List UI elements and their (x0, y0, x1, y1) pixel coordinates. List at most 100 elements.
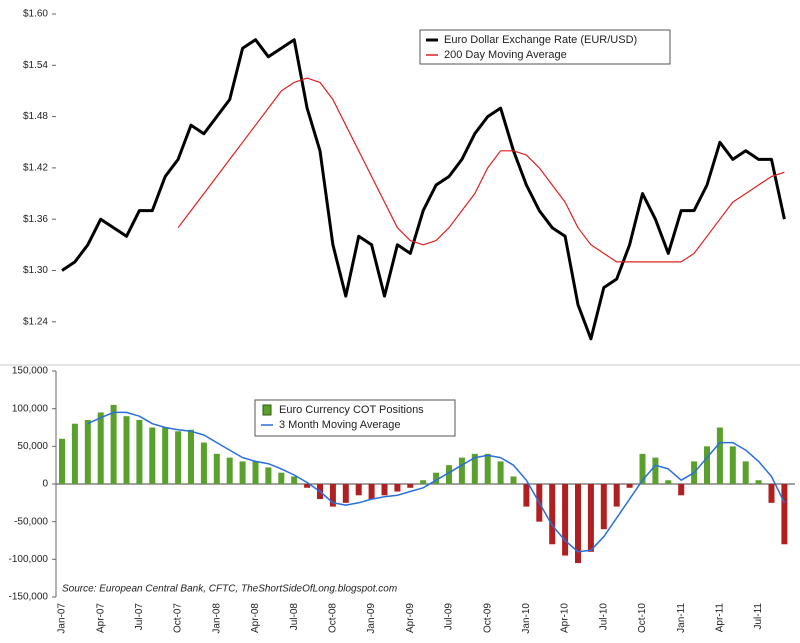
legend-label: Euro Currency COT Positions (279, 404, 424, 416)
x-tick-label: Jan-07 (57, 603, 68, 634)
legend-box (254, 399, 456, 437)
y-tick-label: $1.60 (23, 9, 48, 20)
line-series (177, 77, 785, 263)
bar (729, 446, 736, 484)
bar (678, 484, 685, 496)
bar (71, 423, 78, 484)
bar (394, 484, 401, 492)
bar (252, 461, 259, 484)
y-tick-label: 150,000 (12, 366, 49, 377)
line-series (61, 38, 786, 341)
bar (639, 453, 646, 484)
y-tick-label: $1.30 (23, 265, 48, 276)
x-tick-label: Jul-10 (598, 603, 609, 631)
y-tick-label: $1.42 (23, 163, 48, 174)
bar (59, 438, 65, 484)
bar (420, 480, 427, 484)
bar (162, 427, 169, 484)
bar (600, 484, 607, 530)
bar (149, 427, 156, 484)
bar (381, 484, 388, 496)
bar (84, 419, 91, 484)
bar (652, 457, 659, 484)
x-tick-label: Oct-08 (328, 603, 339, 633)
x-tick-label: Jul-07 (134, 603, 145, 631)
bar (304, 484, 311, 488)
x-tick-label: Oct-07 (173, 603, 184, 633)
y-tick-label: 100,000 (12, 403, 49, 414)
bar (433, 472, 440, 484)
y-tick-label: $1.24 (23, 316, 48, 327)
bar (768, 484, 775, 503)
legend-label: 200 Day Moving Average (444, 49, 567, 61)
x-tick-label: Jan-10 (521, 603, 532, 634)
bar (781, 484, 788, 545)
bar (291, 476, 298, 484)
y-tick-label: -50,000 (14, 516, 48, 527)
legend-label: Euro Dollar Exchange Rate (EUR/USD) (444, 34, 637, 46)
bar (755, 480, 762, 484)
bar (626, 484, 633, 488)
bar (110, 404, 117, 484)
bar (226, 457, 233, 484)
bar (613, 484, 620, 507)
bar (97, 412, 104, 484)
bar (329, 484, 336, 507)
bar (562, 484, 569, 556)
x-tick-label: Apr-10 (560, 603, 571, 633)
bar (213, 453, 220, 484)
bar (368, 484, 375, 500)
legend-swatch (262, 404, 272, 416)
x-tick-label: Jul-11 (753, 603, 764, 630)
y-tick-label: $1.48 (23, 111, 48, 122)
source-note: Source: European Central Bank, CFTC, The… (62, 584, 397, 595)
bar (497, 461, 504, 484)
bar (587, 484, 594, 552)
x-tick-label: Apr-11 (715, 603, 726, 633)
bar (136, 419, 143, 484)
x-tick-label: Jan-09 (366, 603, 377, 634)
bar (575, 484, 581, 564)
bar (188, 429, 194, 484)
x-tick-label: Jul-08 (289, 603, 300, 631)
legend-label: 3 Month Moving Average (279, 419, 400, 431)
y-tick-label: 0 (42, 479, 48, 490)
bar (278, 472, 285, 484)
bar (523, 484, 530, 507)
bar (355, 484, 362, 496)
y-tick-label: -100,000 (9, 554, 49, 565)
bar (265, 467, 272, 484)
bar (175, 431, 182, 484)
x-tick-label: Oct-09 (482, 603, 493, 633)
x-tick-label: Jan-08 (211, 603, 222, 634)
y-tick-label: $1.54 (23, 60, 48, 71)
bar (665, 480, 672, 484)
line-series (87, 411, 786, 553)
bar (471, 453, 478, 484)
x-tick-label: Jul-09 (444, 603, 455, 631)
bar (742, 461, 749, 484)
x-tick-label: Apr-09 (405, 603, 416, 633)
y-tick-label: 50,000 (17, 441, 48, 452)
bar (342, 484, 349, 503)
x-tick-label: Apr-08 (250, 603, 261, 633)
bar (407, 484, 414, 488)
bar (123, 416, 130, 484)
bar (458, 457, 465, 484)
bar (510, 476, 517, 484)
x-tick-label: Oct-10 (637, 603, 648, 633)
x-tick-label: Jan-11 (676, 603, 687, 633)
x-tick-label: Apr-07 (95, 603, 106, 633)
legend-box (419, 29, 671, 65)
bar (200, 442, 207, 484)
bar (446, 465, 452, 484)
y-tick-label: -150,000 (9, 592, 49, 603)
bar (484, 453, 491, 484)
bar (549, 484, 556, 545)
bar (716, 427, 723, 484)
y-tick-label: $1.36 (23, 214, 48, 225)
bar (704, 446, 710, 484)
bar (239, 461, 246, 484)
